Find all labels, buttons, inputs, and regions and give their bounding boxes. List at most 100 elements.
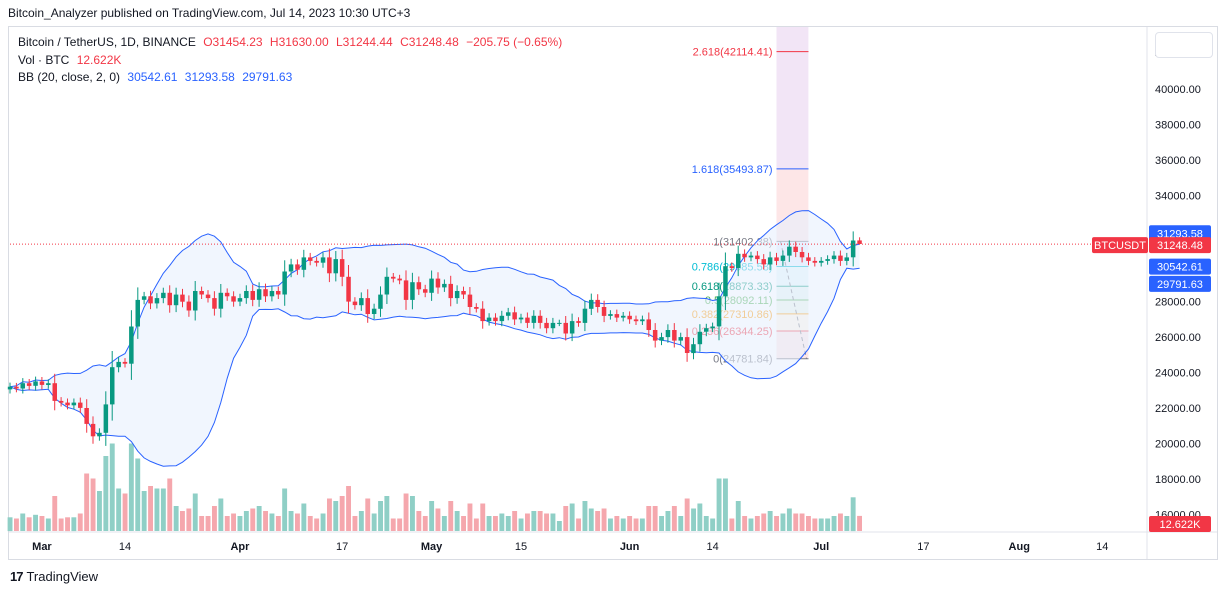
candle-body (161, 292, 166, 299)
volume-bar (850, 497, 856, 532)
volume-bar (122, 493, 128, 531)
volume-bar (550, 513, 556, 531)
volume-bar (199, 516, 205, 531)
volume-bar (33, 514, 38, 532)
volume-bar (282, 488, 288, 531)
volume-bar (148, 486, 153, 531)
candle-body (780, 255, 786, 261)
candle-body (110, 367, 115, 405)
candle-body (346, 276, 351, 302)
volume-bar (691, 508, 696, 531)
candle-body (787, 246, 792, 256)
volume-bar (224, 516, 230, 531)
volume-bar (237, 516, 243, 531)
volume-bar (77, 513, 83, 531)
candle-body (454, 291, 460, 299)
chart-settings-box[interactable] (1155, 32, 1213, 58)
publisher-line: Bitcoin_Analyzer published on TradingVie… (8, 6, 411, 20)
chart-frame (8, 26, 1218, 560)
volume-bar (480, 503, 486, 531)
volume-bar (256, 506, 262, 531)
volume-bar (493, 516, 498, 531)
volume-bar (844, 516, 850, 531)
y-tick-label: 38000.00 (1155, 119, 1201, 131)
volume-bar (505, 516, 511, 531)
volume-bar (729, 518, 735, 531)
candle-body (52, 383, 57, 401)
volume-bar (275, 516, 281, 531)
volume-bar (588, 508, 594, 531)
candle-body (333, 259, 338, 274)
candle-body (122, 361, 128, 364)
y-tick-label: 28000.00 (1155, 297, 1201, 309)
volume-bar (180, 511, 185, 531)
candle-body (704, 328, 709, 332)
candle-body (244, 291, 249, 299)
candle-body (180, 294, 185, 302)
candle-body (627, 315, 632, 320)
volume-bar (735, 501, 741, 531)
candle-body (397, 278, 402, 281)
volume-bar (486, 516, 492, 531)
candle-body (288, 264, 294, 272)
volume-bar (531, 511, 537, 531)
candle-body (844, 257, 849, 261)
volume-bar (365, 498, 371, 531)
candle-body (167, 292, 172, 306)
candle-body (135, 299, 140, 327)
candle-body (148, 296, 153, 304)
candle-body (831, 255, 837, 260)
volume-bar (608, 518, 613, 531)
volume-bar (857, 515, 862, 531)
volume-bar (806, 516, 811, 531)
volume-bar (333, 501, 339, 531)
candle-body (263, 289, 268, 297)
volume-bar (639, 518, 645, 531)
price-badges: 31293.5831248.4830542.6129791.63BTCUSDT1… (10, 225, 1211, 532)
candle-body (46, 383, 51, 385)
candle-body (474, 307, 479, 309)
volume-bar (314, 518, 320, 531)
candle-body (269, 291, 275, 297)
candle-body (614, 314, 620, 318)
candle-body (129, 326, 134, 364)
volume-bar (167, 478, 173, 531)
candle-body (359, 298, 364, 306)
y-tick-label: 34000.00 (1155, 190, 1201, 202)
candle-body (761, 259, 766, 265)
candle-body (429, 278, 434, 293)
candle-body (621, 315, 626, 318)
legend-change: −205.75 (−0.65%) (466, 35, 563, 49)
candle-body (20, 383, 25, 389)
volume-bar (633, 518, 639, 531)
volume-bar (761, 513, 767, 531)
footer: 17 TradingView (10, 569, 98, 584)
tradingview-logo-icon: 17 (10, 569, 24, 584)
bb-fill (10, 210, 860, 467)
legend-vol-label: Vol · BTC (18, 53, 70, 67)
volume-bar (537, 511, 543, 531)
volume-bar (103, 456, 109, 531)
candle-body (467, 294, 473, 307)
bb-lower-badge-text: 29791.63 (1157, 279, 1203, 291)
candle-body (518, 317, 524, 320)
volume-bar (646, 506, 652, 531)
volume-bar (620, 518, 626, 531)
volume-bar (716, 478, 722, 531)
y-tick-label: 24000.00 (1155, 368, 1201, 380)
legend-price-row: Bitcoin / TetherUS, 1D, BINANCE O31454.2… (18, 35, 566, 49)
candle-body (442, 283, 447, 288)
candle-body (384, 276, 390, 295)
volume-bar (512, 511, 518, 531)
volume-bar (301, 503, 307, 531)
candle-body (595, 299, 600, 307)
volume-bar (723, 478, 728, 531)
candle-body (78, 402, 83, 408)
volume-bar (499, 513, 505, 531)
candle-body (544, 322, 549, 329)
candle-body (576, 321, 581, 323)
candle-body (716, 296, 722, 327)
bb-basis-badge-box (1149, 258, 1211, 275)
volume-bar (26, 517, 32, 532)
